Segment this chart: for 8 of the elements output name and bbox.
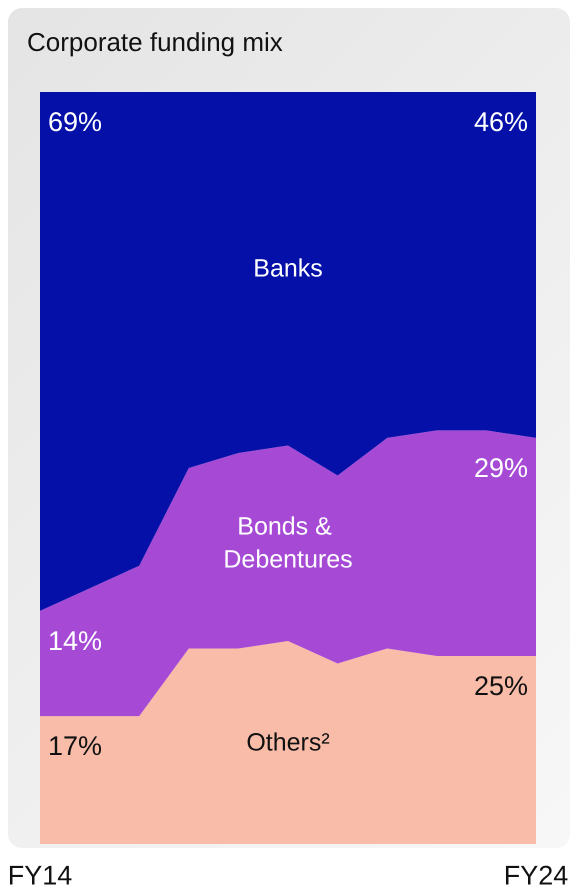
chart-title: Corporate funding mix (27, 27, 283, 57)
x-tick-label: FY14 (8, 860, 72, 890)
data-label: 29% (474, 452, 528, 483)
data-label: 46% (474, 107, 528, 137)
series-label: Banks (253, 254, 323, 283)
data-label: 69% (48, 107, 102, 137)
x-tick-label: FY24 (504, 860, 568, 890)
series-label: Bonds & Debentures (223, 512, 353, 574)
